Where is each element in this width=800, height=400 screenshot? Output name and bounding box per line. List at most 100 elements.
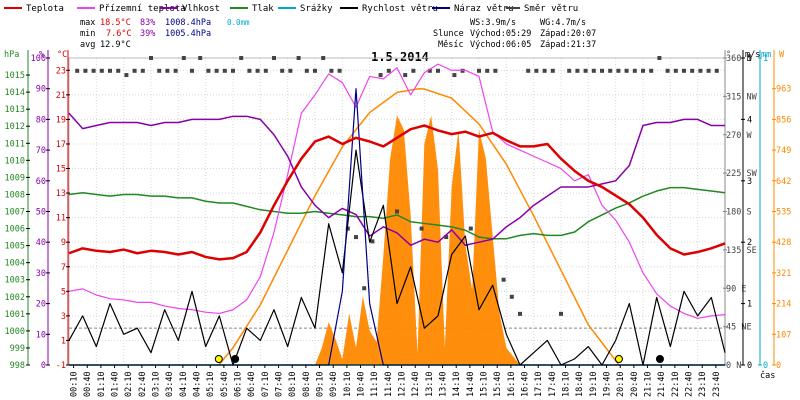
axis-temperature-tick-label: 3	[61, 312, 66, 322]
humidity-unit: %	[39, 50, 44, 60]
x-tick-label: 00:40	[83, 371, 93, 397]
direction-point	[354, 235, 358, 240]
axis-pressure-tick-label: 1013	[5, 105, 25, 115]
stats-min-label: min	[80, 29, 95, 39]
axis-wind-tick-label: 0	[747, 361, 752, 371]
direction-point	[91, 68, 96, 73]
x-tick-label: 02:10	[124, 371, 134, 397]
direction-point	[124, 73, 129, 78]
axis-wind: 0 1 2 3 4 5	[741, 50, 752, 371]
x-tick-label: 04:10	[179, 371, 189, 397]
axis-temperature-tick-label: 7	[61, 263, 66, 273]
direction-point	[501, 277, 506, 282]
axis-pressure-tick-label: 1006	[5, 225, 25, 235]
direction-point	[682, 68, 686, 73]
axis-solar-tick-label: 856	[776, 115, 791, 125]
series-wind	[68, 149, 726, 366]
x-tick-label: 05:40	[220, 371, 230, 397]
direction-point	[706, 68, 711, 73]
stats-min-temp: 7.6°C	[106, 29, 132, 39]
axis-temperature-tick-label: 17	[56, 140, 66, 150]
x-tick-label: 23:40	[712, 371, 722, 397]
x-tick-label: 20:10	[616, 371, 626, 397]
axis-solar-tick-label: 107	[776, 330, 791, 340]
sunrise-time: Východ:05:29	[470, 29, 531, 39]
direction-point	[108, 68, 112, 73]
axis-temperature-tick-label: 19	[56, 115, 66, 125]
direction-point	[714, 68, 719, 73]
direction-point	[624, 68, 629, 73]
direction-point	[222, 68, 227, 73]
direction-point	[378, 73, 383, 78]
direction-point	[280, 68, 285, 73]
axis-solar-tick-label: 428	[776, 238, 791, 248]
axis-direction-tick-label: 135 SE	[726, 246, 757, 256]
direction-point	[436, 68, 440, 73]
axis-temperature-tick-label: -1	[56, 361, 66, 371]
direction-point	[231, 68, 235, 73]
direction-point	[329, 68, 334, 73]
legend-label-rain: Srážky	[300, 4, 333, 14]
axis-temperature-tick-label: 13	[56, 189, 66, 199]
axis-humidity-tick-label: 40	[36, 238, 46, 248]
direction-point	[632, 68, 637, 73]
x-axis: 00:10 00:40 01:10 01:40 02:10 02:40 03:10 03:40…	[69, 364, 725, 397]
series-temp	[68, 124, 726, 261]
direction-point	[255, 68, 260, 73]
sunset-marker	[614, 355, 623, 363]
direction-point	[140, 68, 145, 73]
moon-label: Měsíc	[438, 40, 464, 50]
x-tick-label: 16:40	[521, 371, 531, 397]
direction-point	[641, 68, 645, 73]
direction-point	[665, 68, 670, 73]
direction-point	[673, 68, 678, 73]
axis-units: hPa % °C ° m/s mm W	[4, 50, 785, 60]
axis-solar-tick-label: 963	[776, 85, 791, 95]
direction-point	[247, 68, 252, 73]
stats-max-press: 1008.4hPa	[165, 18, 211, 28]
axis-pressure-tick-label: 1001	[5, 310, 25, 320]
sunset-time: Západ:20:07	[540, 29, 596, 39]
axis-wind-tick-label: 1	[747, 300, 752, 310]
sun-label: Slunce	[433, 29, 464, 39]
direction-point	[214, 68, 219, 73]
axis-pressure-tick-label: 1010	[5, 156, 25, 166]
axis-direction-tick-label: 225 SW	[726, 169, 758, 179]
axis-pressure-tick-label: 1015	[5, 71, 25, 81]
axis-wind-tick-label: 4	[747, 115, 752, 125]
axis-temperature-tick-label: 11	[56, 214, 66, 224]
direction-point	[149, 56, 153, 60]
x-tick-label: 13:10	[425, 371, 435, 397]
moonset-time: Západ:21:37	[540, 40, 596, 50]
legend-label-wind: Rychlost větru	[362, 4, 438, 14]
axis-temperature-tick-label: 5	[61, 287, 66, 297]
direction-point	[600, 68, 604, 73]
x-tick-label: 23:10	[698, 371, 708, 397]
x-tick-label: 01:40	[111, 371, 121, 397]
direction-point	[99, 68, 104, 73]
x-tick-label: 12:40	[411, 371, 421, 397]
axis-pressure-tick-label: 1002	[5, 293, 25, 303]
x-tick-label: 09:10	[316, 371, 326, 397]
legend-label-gust: Náraz větru	[454, 4, 514, 14]
direction-point	[616, 68, 621, 73]
series-press	[68, 186, 726, 240]
axis-solar-tick-label: 214	[776, 300, 791, 310]
x-tick-label: 01:10	[97, 371, 107, 397]
axis-direction-tick-label: 315 NW	[726, 92, 758, 102]
direction-point	[304, 68, 309, 73]
event-markers	[214, 355, 664, 363]
x-tick-label: 21:10	[644, 371, 654, 397]
direction-point	[370, 239, 375, 244]
x-tick-label: 02:40	[138, 371, 148, 397]
direction-point	[591, 68, 596, 73]
axis-pressure-tick-label: 1000	[5, 327, 25, 337]
axis-solar-tick-label: 321	[776, 269, 791, 279]
axis-temperature-tick-label: 1	[61, 336, 66, 346]
direction-point	[403, 73, 408, 78]
axis-humidity-tick-label: 70	[36, 146, 46, 156]
clear-sky-line	[218, 87, 620, 366]
axis-pressure: 998 999 1000 1001 1002 1003 1004 1005 1006 1007 10…	[5, 50, 30, 371]
